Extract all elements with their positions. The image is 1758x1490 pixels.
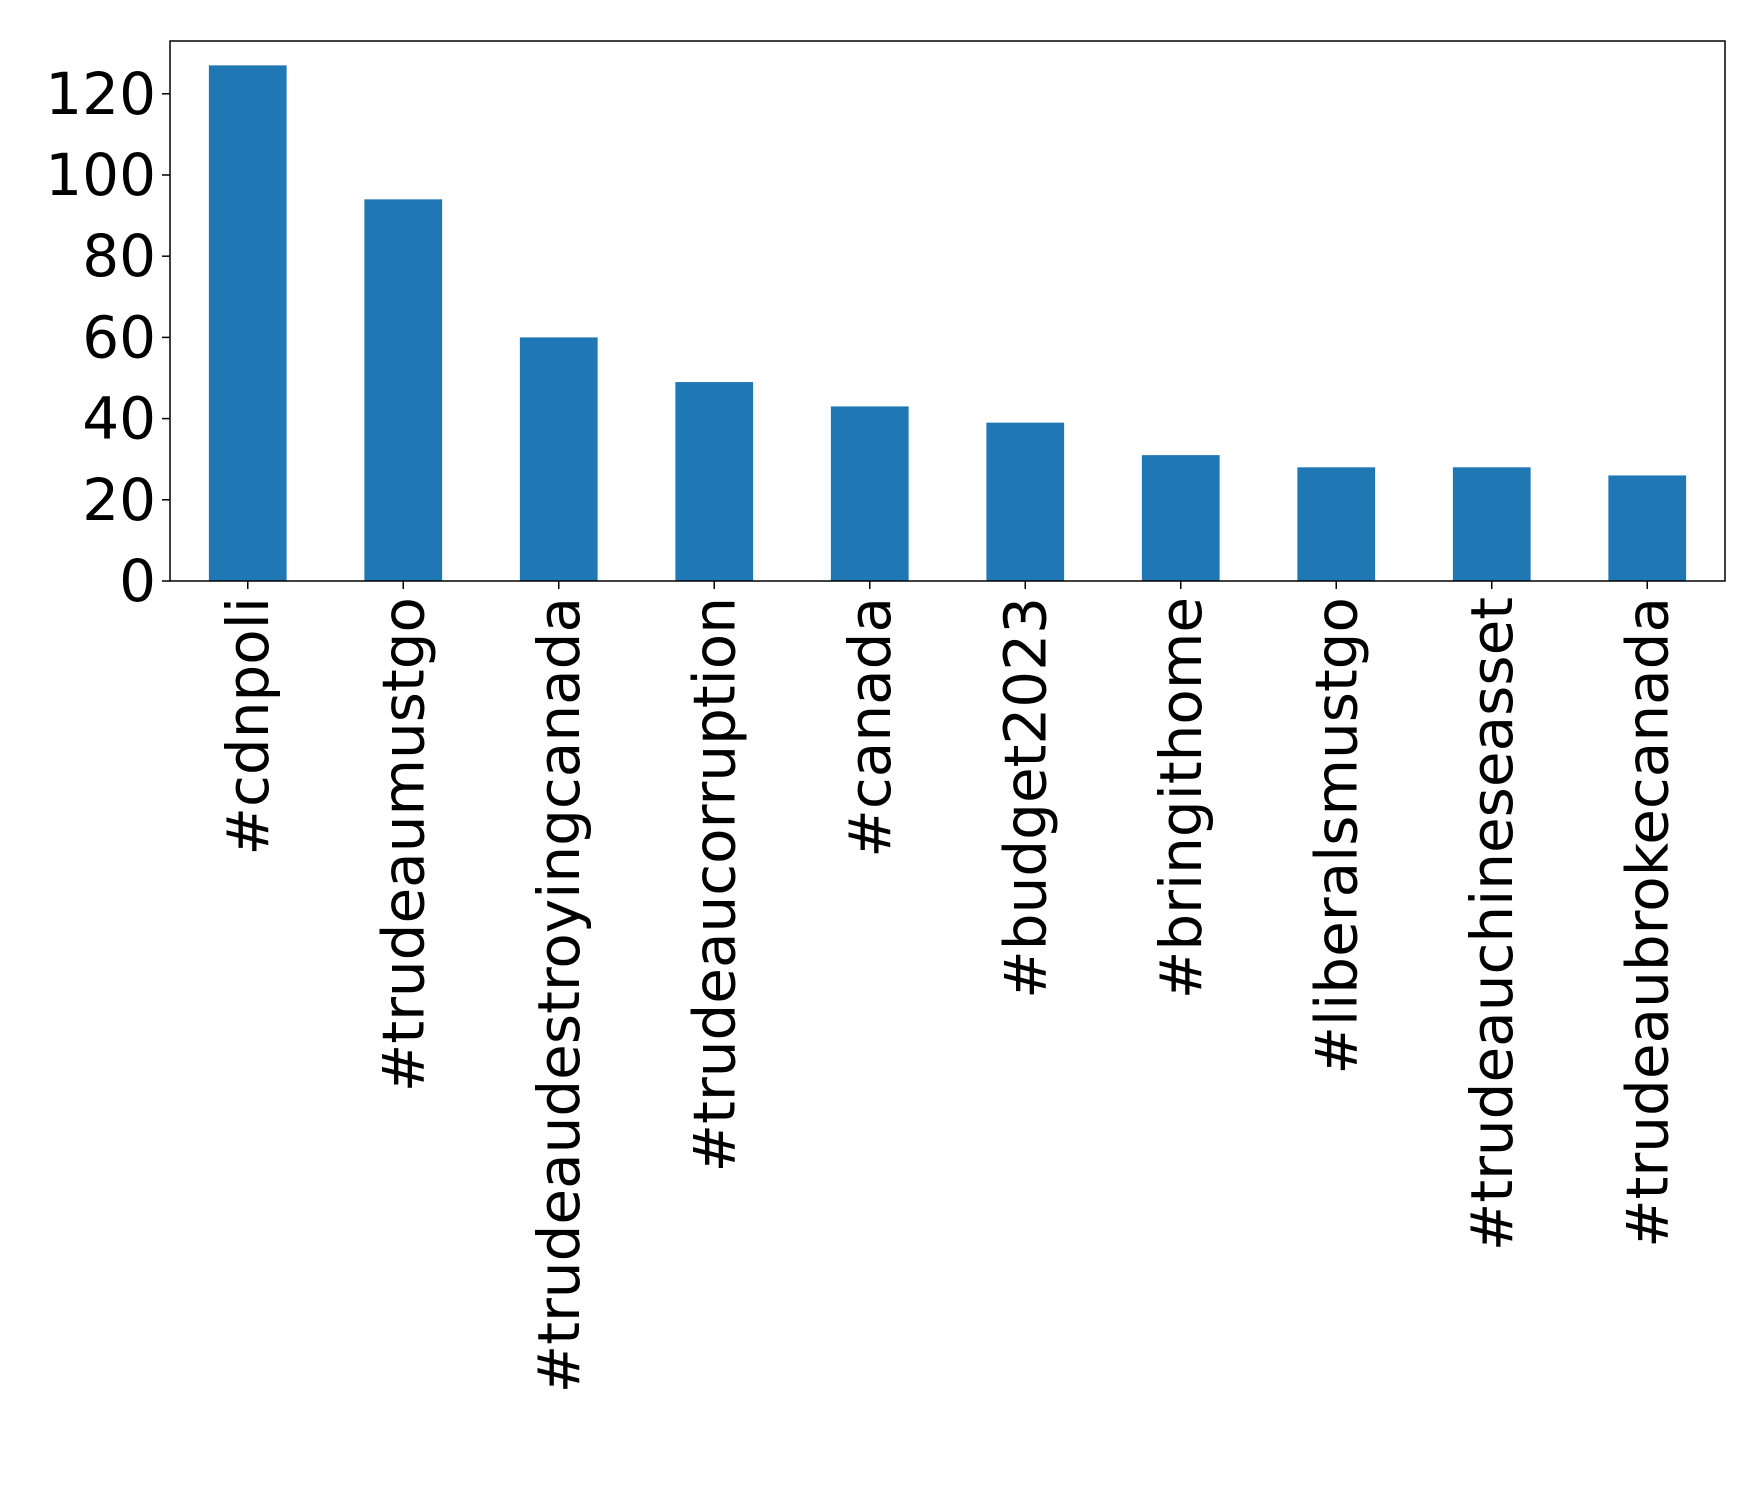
y-tick-label: 0 (119, 547, 156, 615)
bar-liberalsmustgo (1297, 467, 1376, 581)
x-tick-label: #trudeaudestroyingcanada (525, 597, 593, 1393)
bar-trudeaucorruption (675, 382, 754, 581)
bar-cdnpoli (208, 65, 287, 581)
x-tick-label: #bringithome (1147, 597, 1215, 999)
x-tick-label: #trudeaubrokecanada (1613, 597, 1681, 1248)
bar-trudeaumustgo (364, 199, 443, 581)
bar-trudeaubrokecanada (1608, 475, 1687, 581)
bars-layer (208, 65, 1687, 581)
y-axis: 0 20 40 60 80 100 120 (45, 60, 170, 615)
x-tick-label: #canada (836, 597, 904, 858)
x-tick-label: #trudeauchineseasset (1458, 597, 1526, 1251)
bar-bringithome (1141, 455, 1220, 581)
y-tick-label: 60 (82, 303, 156, 371)
bar-trudeauchineseasset (1452, 467, 1531, 581)
y-tick-label: 100 (45, 141, 156, 209)
bar-budget2023 (986, 422, 1065, 581)
y-tick-label: 40 (82, 385, 156, 453)
y-tick-label: 80 (82, 222, 156, 290)
y-tick-label: 120 (45, 60, 156, 128)
x-tick-label: #cdnpoli (214, 597, 282, 856)
bar-trudeaudestroyingcanada (519, 337, 598, 581)
x-tick-label: #trudeaucorruption (680, 597, 748, 1172)
x-tick-label: #budget2023 (991, 597, 1059, 999)
x-tick-label: #liberalsmustgo (1302, 597, 1370, 1075)
y-tick-label: 20 (82, 466, 156, 534)
bar-canada (830, 406, 909, 581)
x-tick-label: #trudeaumustgo (369, 597, 437, 1092)
plot-frame (169, 40, 1726, 582)
x-axis: #cdnpoli #trudeaumustgo #trudeaudestroying… (214, 581, 1681, 1393)
